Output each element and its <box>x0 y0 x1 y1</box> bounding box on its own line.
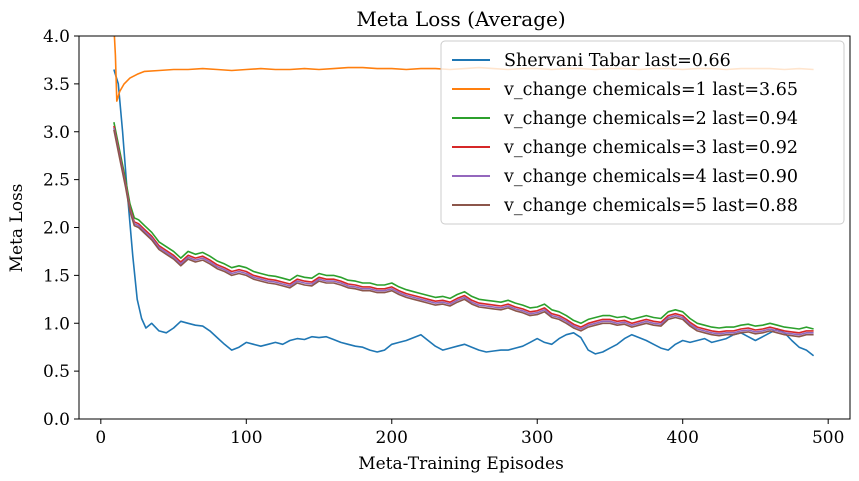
legend: Shervani Tabar last=0.66 v_change chemica… <box>440 40 845 225</box>
y-tick-label: 3.5 <box>43 75 70 95</box>
chart-title: Meta Loss (Average) <box>356 7 565 31</box>
y-tick-label: 0.5 <box>43 362 70 382</box>
series-line-1 <box>113 69 815 357</box>
x-tick-label: 500 <box>812 428 844 448</box>
x-tick-label: 300 <box>521 428 553 448</box>
series-line-5 <box>113 127 814 336</box>
y-tick-label: 0.0 <box>43 410 70 430</box>
legend-label-5: v_change chemicals=4 last=0.90 <box>503 167 798 187</box>
series-line-4 <box>113 125 814 334</box>
y-tick-label: 1.0 <box>43 314 70 334</box>
x-tick-label: 100 <box>230 428 262 448</box>
y-axis-label: Meta Loss <box>7 184 27 273</box>
y-tick-label: 3.0 <box>43 123 70 143</box>
series-line-6 <box>113 129 814 338</box>
x-axis: 0 100 200 300 400 500 <box>95 419 844 448</box>
y-tick-label: 1.5 <box>43 266 70 286</box>
x-tick-label: 400 <box>666 428 698 448</box>
y-tick-label: 4.0 <box>43 27 70 47</box>
legend-label-6: v_change chemicals=5 last=0.88 <box>503 196 798 216</box>
x-tick-label: 0 <box>95 428 106 448</box>
y-tick-label: 2.5 <box>43 171 70 191</box>
legend-label-2: v_change chemicals=1 last=3.65 <box>503 80 798 100</box>
legend-label-4: v_change chemicals=3 last=0.92 <box>503 138 798 158</box>
x-tick-label: 200 <box>376 428 408 448</box>
y-axis: 0.0 0.5 1.0 1.5 2.0 2.5 3.0 3.5 4.0 <box>43 27 79 430</box>
series-layer <box>113 36 815 357</box>
series-line-3 <box>113 122 814 330</box>
legend-label-3: v_change chemicals=2 last=0.94 <box>503 109 798 129</box>
legend-frame <box>440 40 845 225</box>
legend-items: Shervani Tabar last=0.66 v_change chemica… <box>452 51 798 216</box>
legend-label-1: Shervani Tabar last=0.66 <box>504 51 731 71</box>
x-axis-label: Meta-Training Episodes <box>358 454 564 474</box>
y-tick-label: 2.0 <box>43 219 70 239</box>
